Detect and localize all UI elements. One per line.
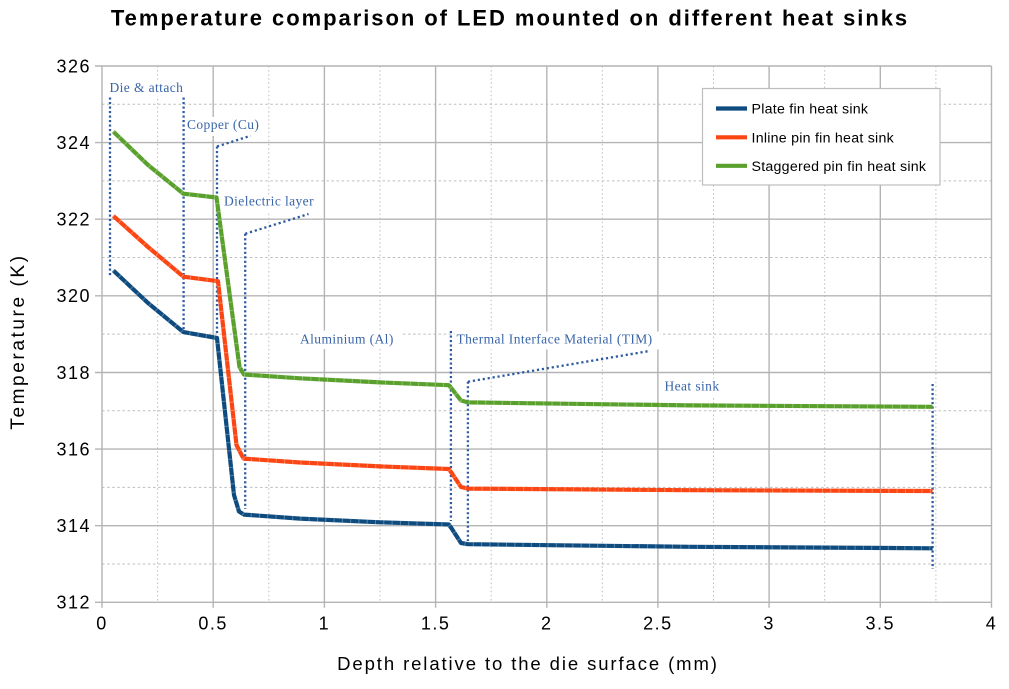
svg-text:4: 4 bbox=[986, 614, 998, 634]
svg-text:Heat sink: Heat sink bbox=[665, 379, 720, 394]
svg-text:3: 3 bbox=[763, 614, 775, 634]
svg-text:Copper (Cu): Copper (Cu) bbox=[187, 117, 259, 132]
svg-text:Temperature (K): Temperature (K) bbox=[8, 253, 29, 429]
svg-text:1.5: 1.5 bbox=[421, 614, 451, 634]
svg-text:0: 0 bbox=[96, 614, 108, 634]
svg-text:0.5: 0.5 bbox=[198, 614, 228, 634]
svg-text:Staggered pin fin heat sink: Staggered pin fin heat sink bbox=[752, 159, 927, 175]
svg-text:318: 318 bbox=[56, 363, 91, 383]
svg-text:Dielectric layer: Dielectric layer bbox=[224, 193, 314, 208]
svg-text:2: 2 bbox=[541, 614, 553, 634]
svg-text:312: 312 bbox=[56, 593, 91, 613]
svg-text:322: 322 bbox=[56, 210, 91, 230]
svg-text:326: 326 bbox=[56, 56, 91, 76]
svg-text:316: 316 bbox=[56, 440, 91, 460]
svg-text:Thermal Interface Material (TI: Thermal Interface Material (TIM) bbox=[457, 331, 653, 346]
svg-text:Aluminium (Al): Aluminium (Al) bbox=[300, 331, 394, 346]
svg-text:Die & attach: Die & attach bbox=[110, 80, 184, 95]
svg-text:Plate fin heat sink: Plate fin heat sink bbox=[752, 102, 869, 118]
svg-text:Inline pin fin heat sink: Inline pin fin heat sink bbox=[752, 131, 895, 147]
svg-text:3.5: 3.5 bbox=[866, 614, 896, 634]
svg-text:1: 1 bbox=[319, 614, 331, 634]
svg-text:2.5: 2.5 bbox=[643, 614, 673, 634]
svg-text:320: 320 bbox=[56, 286, 91, 306]
svg-text:Depth relative to the die surf: Depth relative to the die surface (mm) bbox=[337, 653, 719, 674]
svg-text:324: 324 bbox=[56, 133, 91, 153]
svg-text:314: 314 bbox=[56, 516, 91, 536]
svg-text:Temperature comparison of LED: Temperature comparison of LED mounted on… bbox=[111, 6, 909, 31]
